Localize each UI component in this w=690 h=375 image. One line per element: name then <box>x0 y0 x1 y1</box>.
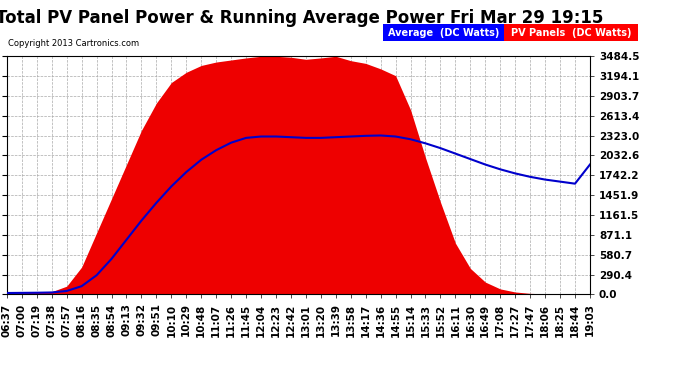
Text: Average  (DC Watts): Average (DC Watts) <box>388 28 499 38</box>
Text: Copyright 2013 Cartronics.com: Copyright 2013 Cartronics.com <box>8 39 139 48</box>
Text: Total PV Panel Power & Running Average Power Fri Mar 29 19:15: Total PV Panel Power & Running Average P… <box>0 9 604 27</box>
Text: PV Panels  (DC Watts): PV Panels (DC Watts) <box>511 28 631 38</box>
